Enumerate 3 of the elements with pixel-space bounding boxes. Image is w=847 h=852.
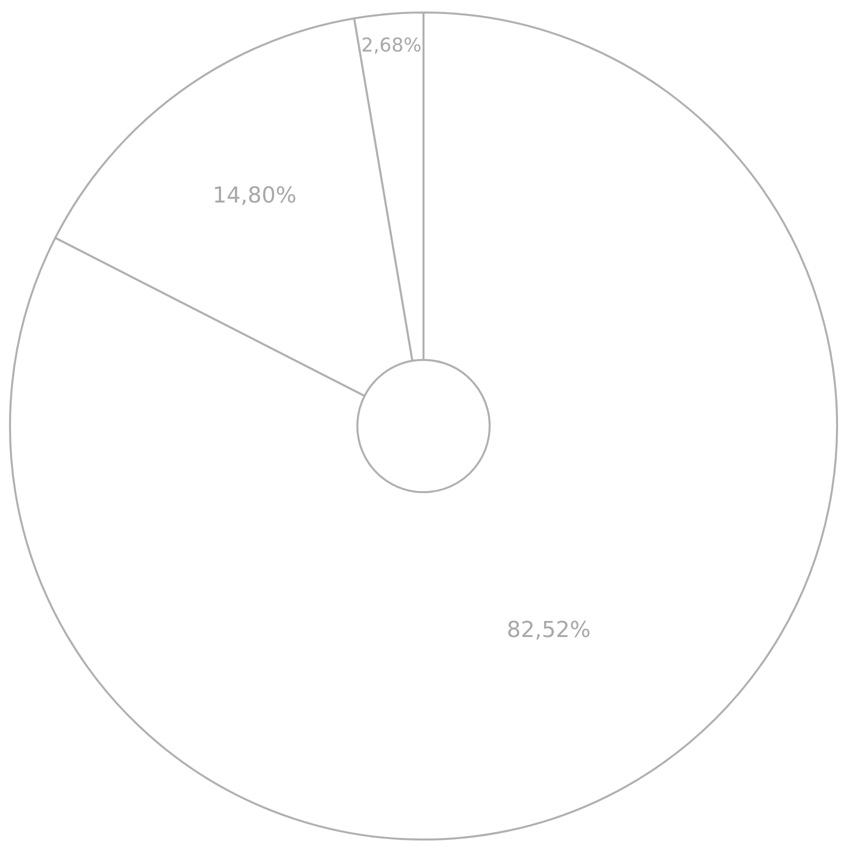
data-label: 82,52% bbox=[506, 618, 591, 644]
data-label: 2,68% bbox=[361, 34, 422, 57]
data-label: 14,80% bbox=[212, 183, 296, 208]
